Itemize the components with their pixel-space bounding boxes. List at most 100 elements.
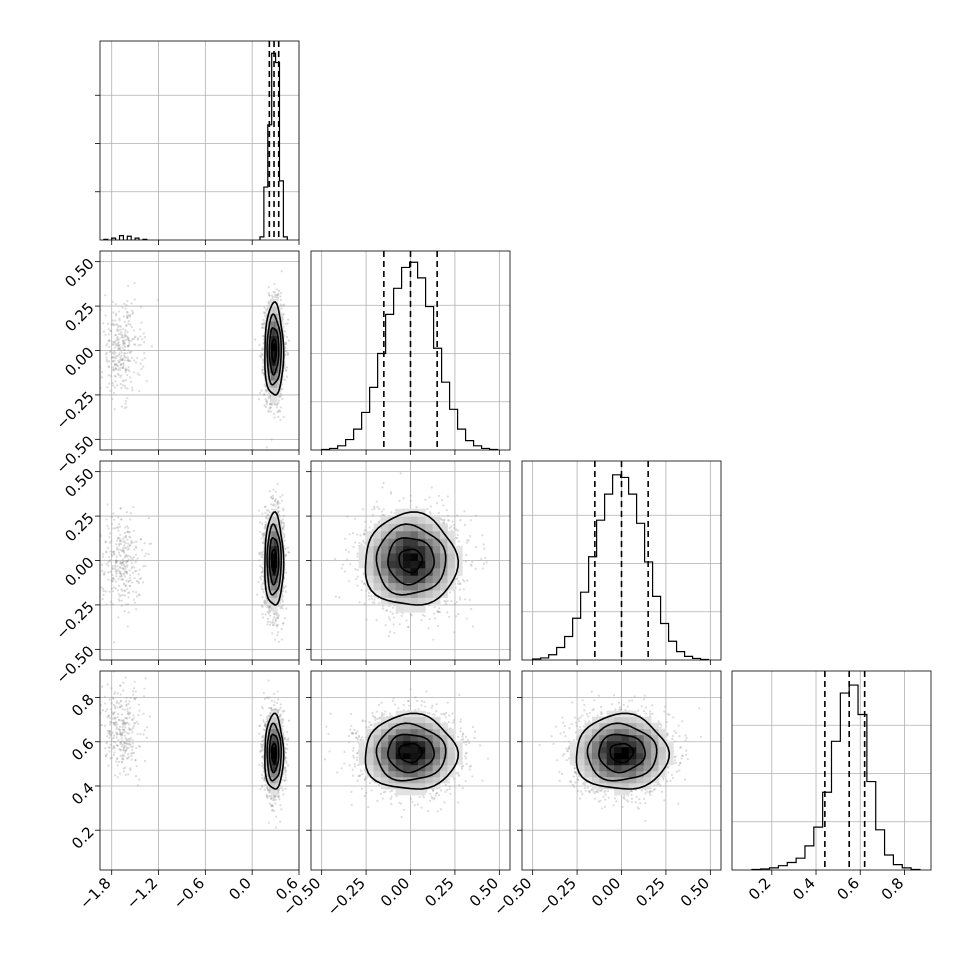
scatter-point [263, 311, 266, 314]
scatter-point [123, 355, 126, 359]
scatter-point [264, 521, 267, 524]
scatter-point [264, 524, 267, 527]
scatter-point [270, 438, 273, 441]
scatter-point [276, 503, 279, 506]
scatter-point [89, 344, 91, 346]
scatter-point [258, 553, 261, 556]
density-cell [275, 306, 278, 314]
scatter-point [263, 393, 266, 397]
scatter-point [275, 288, 278, 291]
scatter-point [119, 358, 122, 361]
scatter-point [127, 349, 130, 352]
scatter-point [107, 322, 110, 325]
scatter-point [268, 608, 271, 612]
scatter-point [140, 321, 143, 324]
scatter-point [279, 295, 282, 298]
scatter-point [277, 293, 280, 296]
scatter-point [258, 343, 261, 347]
scatter-point [268, 407, 271, 410]
scatter-point [268, 490, 271, 493]
scatter-point [120, 349, 123, 352]
scatter-point [264, 314, 267, 317]
density-cell [278, 380, 281, 388]
scatter-point [123, 344, 126, 347]
scatter-point [114, 351, 117, 354]
density-cell [271, 372, 273, 381]
scatter-point [136, 338, 139, 341]
scatter-point [126, 315, 129, 318]
scatter-point [114, 314, 118, 317]
density-cell [275, 320, 278, 329]
scatter-point [125, 406, 128, 409]
scatter-point [282, 514, 285, 518]
scatter-point [121, 366, 124, 369]
scatter-point [118, 319, 121, 322]
scatter-point [279, 406, 282, 409]
scatter-point [270, 503, 273, 506]
scatter-point [113, 386, 117, 389]
scatter-point [123, 349, 126, 352]
scatter-point [128, 376, 132, 379]
scatter-point [118, 347, 121, 350]
scatter-point [284, 347, 287, 350]
scatter-point [130, 302, 133, 305]
scatter-point [285, 341, 288, 345]
scatter-point [280, 521, 283, 524]
scatter-point [129, 380, 133, 383]
scatter-point [121, 306, 124, 309]
scatter-point [261, 550, 264, 554]
scatter-point [121, 341, 125, 344]
scatter-point [129, 359, 132, 362]
scatter-point [260, 323, 264, 326]
scatter-point [105, 356, 108, 359]
scatter-point [128, 341, 131, 344]
scatter-point [124, 386, 127, 389]
scatter-point [261, 347, 264, 350]
scatter-point [278, 394, 281, 397]
scatter-point [126, 317, 129, 320]
scatter-point [123, 335, 127, 338]
density-cell [277, 328, 279, 337]
density-cell [272, 313, 275, 322]
scatter-point [277, 506, 280, 509]
scatter-point [270, 403, 274, 406]
scatter-point [273, 612, 276, 616]
scatter-point [278, 514, 281, 517]
scatter-point [118, 343, 121, 346]
scatter-point [263, 538, 266, 541]
scatter-point [279, 291, 283, 295]
scatter-point [260, 552, 263, 555]
scatter-point [270, 294, 274, 297]
scatter-point [131, 338, 134, 341]
scatter-point [264, 389, 268, 392]
density-cell [280, 313, 282, 322]
scatter-point [112, 340, 115, 344]
scatter-point [126, 344, 130, 348]
scatter-point [126, 344, 129, 347]
scatter-point [269, 402, 272, 406]
histogram-panel-1 [310, 250, 511, 455]
scatter-point [283, 367, 287, 370]
scatter-point [267, 291, 270, 295]
scatter-point [262, 318, 265, 322]
scatter-point [269, 406, 272, 409]
scatter-point [265, 400, 268, 403]
scatter-point [120, 336, 123, 339]
scatter-point [277, 640, 280, 643]
scatter-point [261, 365, 265, 369]
scatter-point [125, 335, 129, 338]
scatter-point [265, 309, 269, 312]
scatter-point [281, 518, 285, 521]
scatter-point [276, 501, 279, 504]
scatter-point [254, 338, 257, 341]
scatter-point [259, 564, 262, 567]
scatter-point [126, 310, 129, 313]
scatter-point [115, 312, 118, 315]
scatter-point [263, 599, 266, 602]
scatter-point [283, 533, 286, 536]
density-cell [275, 357, 278, 366]
scatter-point [265, 402, 268, 406]
scatter-point [121, 346, 124, 349]
scatter-point [281, 304, 285, 307]
density-cell [272, 328, 275, 337]
